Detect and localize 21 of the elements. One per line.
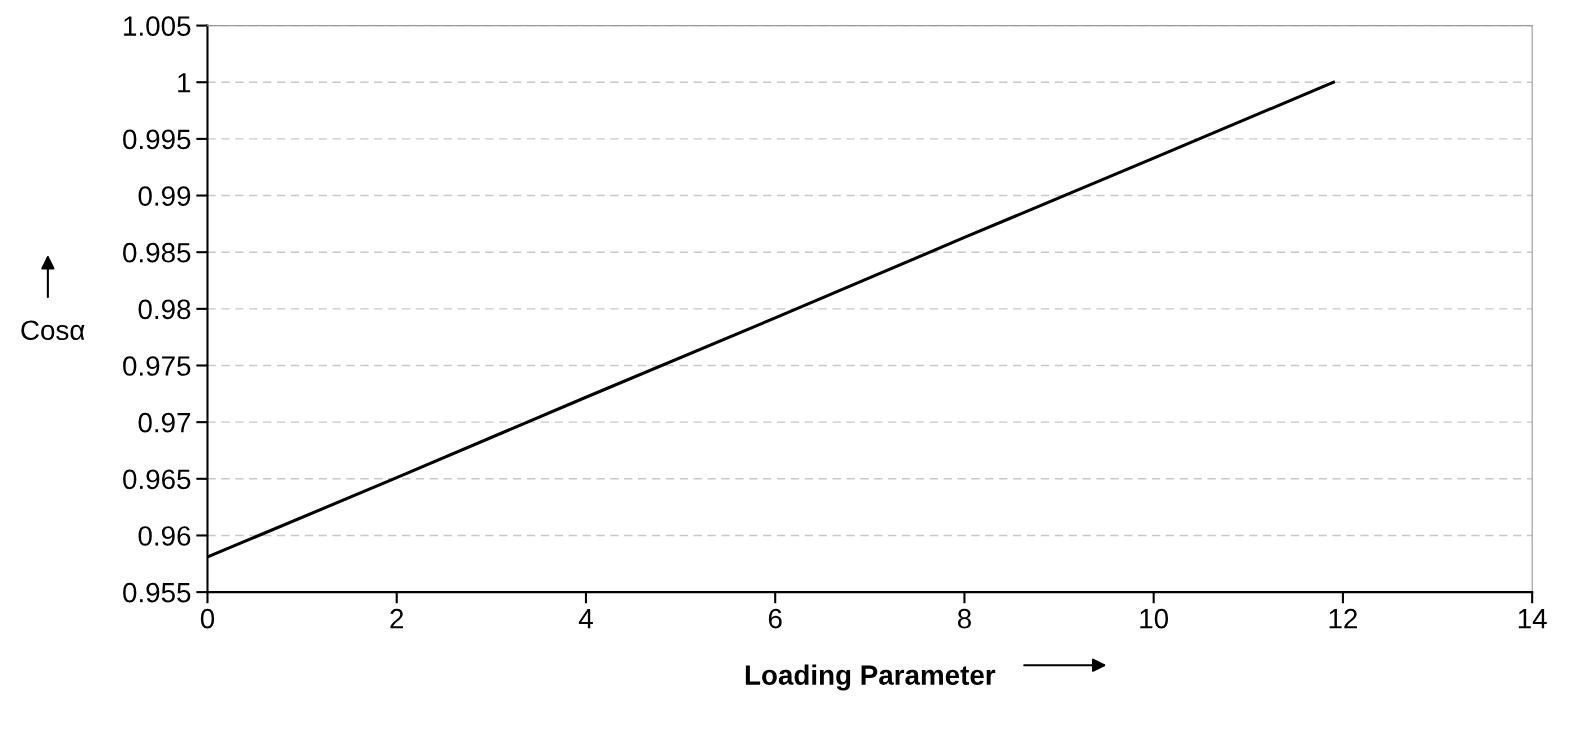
x-tick-label: 6 — [768, 608, 782, 629]
y-tick-label: 1.005 — [124, 16, 191, 36]
y-tick-label: 0.97 — [138, 412, 191, 433]
y-tick-label: 0.99 — [138, 186, 191, 206]
x-tick-label: 8 — [957, 608, 971, 629]
x-tick-label: 14 — [1518, 609, 1547, 629]
x-tick-label: 2 — [390, 608, 404, 629]
y-tick-label: 0.985 — [123, 242, 191, 263]
y-axis-title: Cosα — [21, 320, 85, 341]
y-tick-label: 0.975 — [123, 356, 191, 376]
x-axis-title: Loading Parameter — [745, 664, 996, 691]
x-tick-label: 4 — [578, 609, 593, 629]
x-tick-label: 10 — [1140, 608, 1169, 629]
x-tick-label: 12 — [1329, 608, 1357, 629]
y-tick-label: 1 — [178, 73, 191, 93]
x-tick-label: 0 — [200, 608, 215, 629]
y-tick-label: 0.96 — [138, 526, 191, 546]
y-tick-label: 0.98 — [138, 299, 191, 320]
y-tick-label: 0.955 — [123, 582, 191, 603]
y-tick-label: 0.965 — [123, 469, 191, 490]
y-tick-label: 0.995 — [123, 129, 191, 150]
